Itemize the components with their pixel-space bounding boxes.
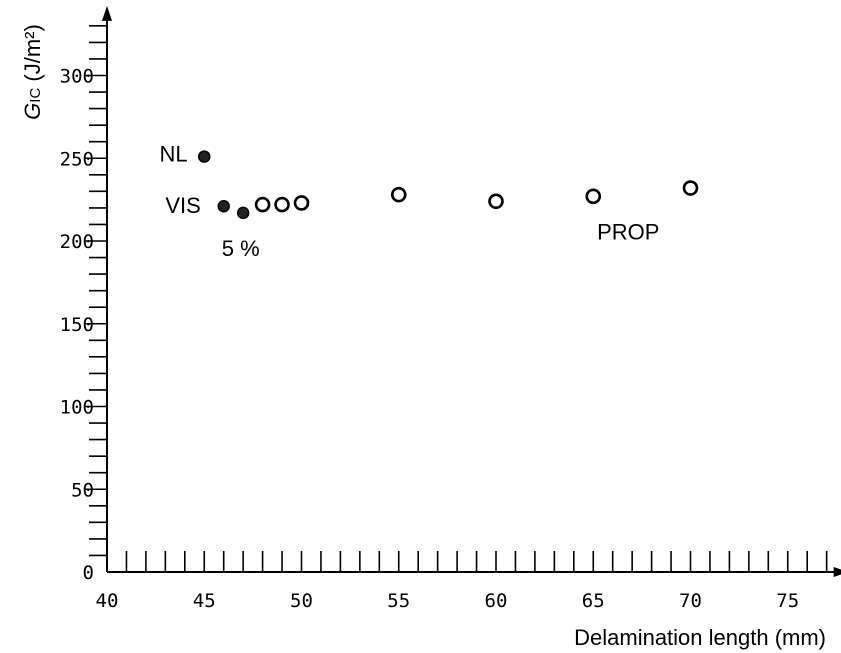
y-tick-label: 200 — [60, 231, 94, 253]
x-tick-label: 55 — [387, 590, 410, 612]
annotation-label: PROP — [597, 219, 659, 244]
x-tick-label: 70 — [679, 590, 702, 612]
data-points — [198, 150, 699, 220]
annotation-label: 5 % — [222, 236, 260, 261]
data-point-open — [390, 186, 407, 203]
x-axis-arrow — [833, 567, 841, 577]
y-tick-label: 100 — [60, 397, 94, 419]
data-point-filled — [236, 206, 250, 220]
y-axis-symbol: G — [20, 103, 45, 120]
y-axis-arrow — [102, 5, 112, 21]
x-axis-title: Delamination length (mm) — [574, 625, 826, 650]
x-tick-label: 75 — [776, 590, 799, 612]
y-axis-units: (J/m²) — [20, 24, 45, 88]
annotation-label: NL — [160, 142, 188, 167]
x-tick-label: 65 — [582, 590, 605, 612]
y-axis-title: GIC (J/m²) — [20, 24, 45, 120]
annotation-label: VIS — [165, 193, 200, 218]
x-tick-label: 45 — [193, 590, 216, 612]
y-axis-subscript: IC — [27, 88, 44, 103]
data-point-open — [293, 195, 310, 211]
axis-ticks: 40 45 50 55 60 65 70 75 0 50 100 150 200 250 300 — [60, 25, 828, 612]
y-tick-label: 0 — [83, 562, 94, 584]
y-tick-label: 150 — [60, 314, 94, 336]
x-tick-label: 40 — [96, 590, 119, 612]
y-tick-label: 50 — [71, 479, 94, 501]
data-point-open — [585, 188, 602, 205]
axes — [102, 5, 841, 577]
x-tick-label: 50 — [290, 590, 313, 612]
annotations: NL VIS 5 % PROP — [160, 142, 660, 261]
data-point-filled — [217, 199, 230, 213]
x-tick-label: 60 — [485, 590, 508, 612]
data-point-open — [274, 196, 290, 213]
data-point-filled — [198, 150, 211, 163]
data-point-open — [488, 193, 504, 210]
data-point-open — [254, 196, 271, 213]
y-tick-label: 250 — [60, 148, 94, 170]
y-tick-label: 300 — [60, 66, 94, 88]
data-point-open — [682, 180, 699, 196]
